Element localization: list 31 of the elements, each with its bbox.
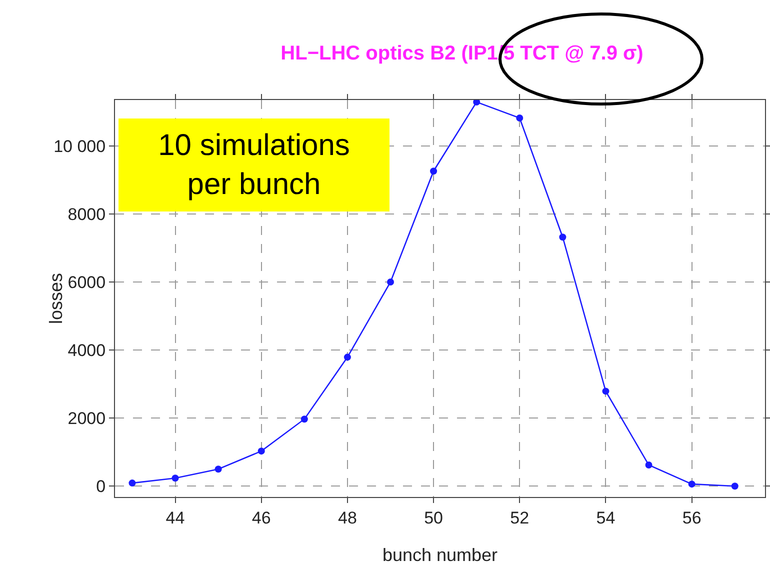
y-tick-label: 10 000 — [54, 136, 106, 156]
point — [688, 480, 696, 488]
x-tick-label: 56 — [682, 508, 702, 528]
point — [516, 114, 524, 122]
point — [344, 354, 351, 361]
x-tick-label: 46 — [252, 508, 271, 528]
point — [258, 448, 265, 455]
point — [731, 482, 738, 490]
y-axis-title: losses — [46, 272, 66, 324]
x-tick-label: 54 — [596, 508, 616, 528]
point — [602, 388, 610, 395]
point — [430, 168, 438, 175]
point — [128, 480, 136, 487]
y-tick-label: 8000 — [68, 204, 106, 224]
y-tick-label: 2000 — [68, 409, 106, 428]
x-tick-label: 44 — [166, 508, 185, 528]
point — [645, 462, 652, 469]
point — [387, 278, 394, 286]
x-axis-title: bunch number — [382, 545, 498, 565]
point — [172, 474, 179, 482]
x-tick-label: 48 — [338, 508, 357, 528]
annotation: 10 simulations per bunch — [158, 129, 350, 201]
y-tick-label: 6000 — [68, 272, 106, 292]
point — [214, 466, 222, 473]
point — [473, 100, 480, 106]
y-tick-label: 0 — [96, 477, 106, 496]
point — [300, 416, 308, 423]
x-tick-label: 52 — [510, 508, 530, 528]
y-tick-label: 4000 — [68, 340, 106, 360]
point — [559, 234, 566, 241]
x-tick-label: 50 — [424, 508, 443, 528]
